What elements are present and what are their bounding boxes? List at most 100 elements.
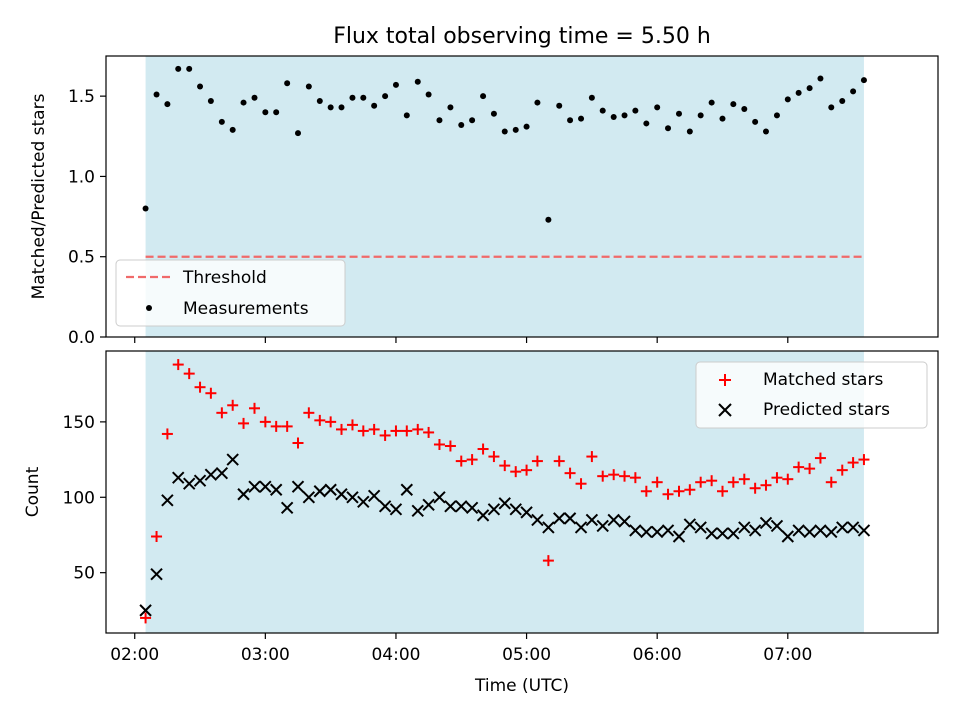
matched-star-point [499,460,511,472]
matched-star-point [172,359,184,371]
measurement-point [675,110,682,117]
predicted-star-point [465,501,479,515]
predicted-star-point [139,604,152,617]
matched-star-point [553,455,565,467]
matched-star-point [455,455,467,467]
measurements-legend-label: Measurements [183,299,309,319]
predicted-star-point [487,503,501,516]
predicted-stars-legend-handle [718,403,732,417]
predicted-star-point [596,519,609,533]
predicted-star-point [400,483,414,496]
x-tick-label: 04:00 [371,645,420,665]
matched-star-point [140,612,152,624]
measurement-point [610,114,617,121]
predicted-star-point [302,491,316,504]
matched-star-point [477,443,489,455]
figure-title: Flux total observing time = 5.50 h [333,24,711,49]
measurement-point [850,88,857,95]
predicted-stars-points [139,453,871,617]
matched-star-point [183,368,195,380]
predicted-star-point [248,480,261,493]
measurement-point [349,94,356,101]
matched-star-point [292,437,304,449]
matched-star-point [346,419,358,431]
ratio-y-tick-label: 0.0 [68,328,95,348]
predicted-star-point [335,488,348,501]
matched-star-point [510,466,522,478]
measurement-point [588,94,595,101]
predicted-star-point [705,527,718,540]
ratio-y-tick-label: 1.0 [68,167,95,187]
measurement-point [469,117,476,124]
matched-star-point [423,426,435,438]
matched-star-point [357,425,369,437]
predicted-star-point [259,480,272,493]
matched-star-point [640,485,652,497]
ratio-panel: 0.0 0.5 1.0 1.5 Matched/Predicted stars Thr… [29,55,939,348]
measurement-point [414,78,421,85]
matched-star-point [684,484,696,496]
count-y-tick-label: 100 [63,488,95,508]
measurement-point [382,93,389,100]
predicted-star-point [770,519,784,533]
matched-star-point [836,464,848,476]
matched-star-point [412,423,424,435]
matched-star-point [564,467,576,479]
predicted-star-point [531,513,544,527]
predicted-star-point [313,485,327,498]
matched-star-point [629,472,641,484]
matched-star-point [804,463,816,475]
predicted-star-point [716,527,729,540]
matched-star-point [303,407,315,419]
measurement-point [316,97,323,104]
matched-star-point [716,485,728,497]
predicted-star-point [193,474,207,487]
matched-star-point [379,429,391,441]
ratio-plot-frame [105,55,939,338]
predicted-star-point [346,491,359,504]
predicted-star-point [237,488,250,501]
predicted-star-point [444,500,457,513]
measurement-point [153,91,160,98]
measurement-point [175,65,182,72]
predicted-star-point [748,524,762,537]
matched-stars-points [140,359,870,624]
predicted-star-point [150,567,163,581]
measurement-point [643,120,650,127]
predicted-star-point [476,509,490,522]
predicted-star-point [803,525,816,539]
ratio-x-ticks [134,337,789,343]
measurement-point [512,126,519,133]
matched-star-point [727,476,739,488]
matched-star-point [575,478,587,490]
predicted-star-point [182,477,196,490]
predicted-star-point [618,515,631,528]
measurement-point [708,99,715,106]
measurement-point [795,89,802,96]
measurement-point [229,126,236,133]
measurement-point [719,115,726,122]
count-y-tick-label: 150 [63,413,95,433]
measurement-point [501,128,508,135]
matched-star-point [281,420,293,432]
measurement-point [762,128,769,135]
predicted-star-point [727,527,740,540]
measurement-point [621,112,628,119]
measurement-point [665,125,672,132]
matched-star-point [238,417,250,429]
predicted-star-point [574,521,588,534]
matched-star-point [771,472,783,484]
predicted-star-point [825,525,838,539]
matched-star-point [151,530,163,542]
ratio-y-axis-label: Matched/Predicted stars [29,93,49,299]
predicted-star-point [792,524,805,537]
matched-star-point [825,476,837,488]
matched-star-point [270,420,282,432]
measurement-point [556,102,563,109]
measurement-point [567,117,574,124]
measurement-point [447,104,454,111]
measurement-point [436,117,443,124]
count-y-tick-label: 50 [73,564,95,584]
ratio-legend: Threshold Measurements [115,259,346,327]
